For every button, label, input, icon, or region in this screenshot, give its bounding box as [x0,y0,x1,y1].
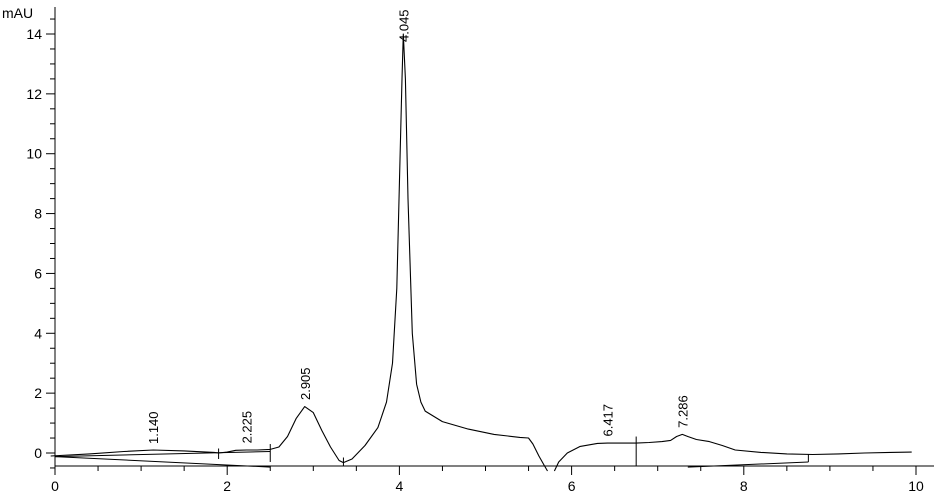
peak-label: 2.225 [240,411,255,444]
peak-label: 4.045 [396,9,411,42]
peak-annotations: 1.140 2.225 2.905 4.045 6.417 7.286 [146,9,690,444]
series [50,33,912,472]
axes: 0 2 4 6 8 10 12 14 0 2 4 6 8 10 [26,7,934,494]
y-tick-label: 4 [34,325,42,341]
x-tick-label: 4 [396,478,404,494]
y-tick-label: 2 [34,385,42,401]
peak-label: 1.140 [146,411,161,444]
x-tick-label: 8 [740,478,748,494]
y-tick-label: 12 [26,86,42,102]
y-axis-title: mAU [2,5,33,21]
y-tick-label: 10 [26,146,42,162]
signal-trace [50,33,548,472]
y-tick-label: 0 [34,445,42,461]
x-tick-label: 2 [223,478,231,494]
peak-label: 7.286 [675,395,690,428]
signal-trace [553,433,912,472]
x-tick-label: 0 [51,478,59,494]
integration-baseline [687,461,809,468]
peak-label: 2.905 [298,367,313,400]
y-tick-label: 14 [26,26,42,42]
y-tick-label: 6 [34,265,42,281]
integration-baseline [54,456,271,468]
y-tick-label: 8 [34,206,42,222]
peak-label: 6.417 [601,404,616,437]
baselines [54,451,809,468]
x-tick-label: 6 [568,478,576,494]
peak-markers [218,436,809,467]
integration-baseline [54,451,271,458]
x-tick-label: 10 [908,478,924,494]
